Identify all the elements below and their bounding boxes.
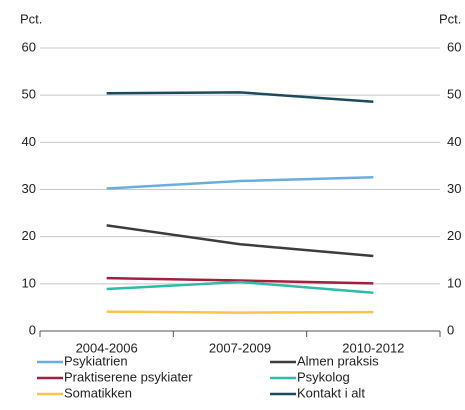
series-line xyxy=(106,91,374,104)
x-tick-label: 2004-2006 xyxy=(76,340,138,355)
y-tick-label: 40 xyxy=(22,134,36,149)
legend-label: Psykiatrien xyxy=(64,353,128,368)
y2-tick-label: 50 xyxy=(447,87,461,102)
x-tick-label: 2010-2012 xyxy=(342,340,404,355)
y2-tick-label: 40 xyxy=(447,134,461,149)
y2-tick-label: 10 xyxy=(447,275,461,290)
y2-tick-label: 0 xyxy=(447,322,454,337)
legend-label: Kontakt i alt xyxy=(297,385,365,400)
y-tick-label: 20 xyxy=(22,228,36,243)
legend-label: Praktiserene psykiater xyxy=(64,369,193,384)
series-line xyxy=(106,175,374,190)
series-line xyxy=(106,310,374,314)
y-tick-label: 0 xyxy=(29,322,36,337)
y2-tick-label: 30 xyxy=(447,181,461,196)
x-tick-label: 2007-2009 xyxy=(209,340,271,355)
y-tick-label: 60 xyxy=(22,39,36,54)
y2-axis-label: Pct. xyxy=(439,11,461,26)
legend-label: Almen praksis xyxy=(297,353,379,368)
y2-tick-label: 60 xyxy=(447,39,461,54)
legend-label: Psykolog xyxy=(297,369,350,384)
series-line xyxy=(106,224,374,258)
y2-tick-label: 20 xyxy=(447,228,461,243)
y-axis-label: Pct. xyxy=(20,11,42,26)
y-tick-label: 30 xyxy=(22,181,36,196)
y-tick-label: 50 xyxy=(22,87,36,102)
y-tick-label: 10 xyxy=(22,275,36,290)
series-line xyxy=(106,280,374,295)
series-line xyxy=(106,276,374,285)
legend-label: Somatikken xyxy=(64,385,132,400)
